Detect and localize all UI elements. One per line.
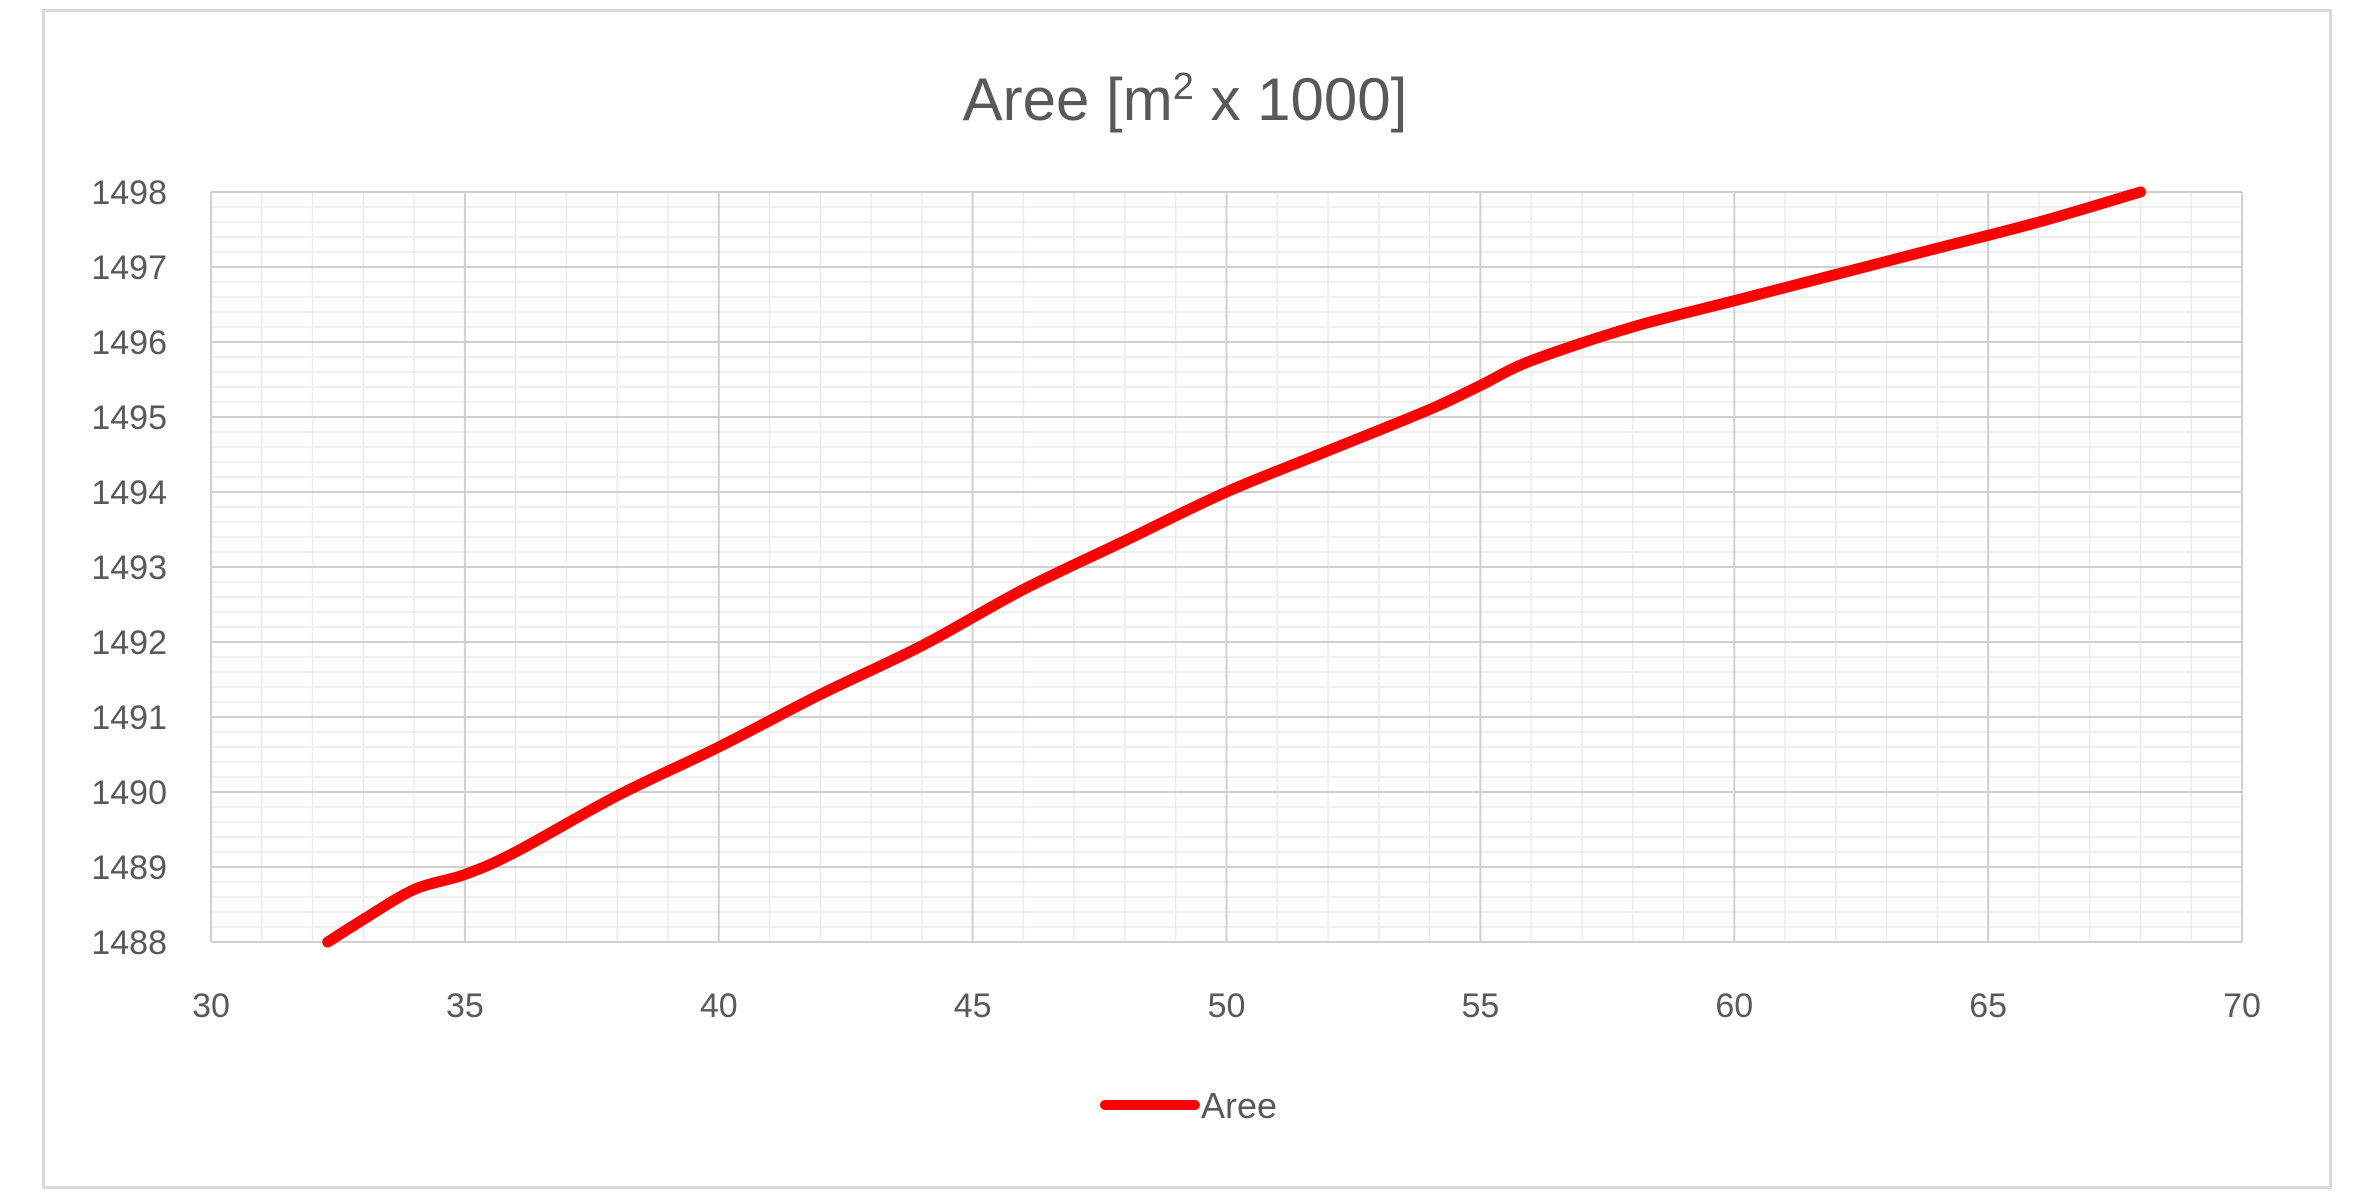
chart-title: Aree [m2 x 1000]	[963, 66, 1408, 133]
x-tick-label: 40	[700, 987, 738, 1025]
y-tick-label: 1497	[91, 249, 167, 287]
x-tick-label: 60	[1715, 987, 1753, 1025]
chart-svg: Aree [m2 x 1000] 30 35 40 45 50 55 60 65 70 1488…	[91, 66, 2261, 1126]
y-axis-tick-labels: 1488 1489 1490 1491 1492 1493 1494 1495 1496 1497…	[91, 174, 167, 962]
x-tick-label: 70	[2223, 987, 2261, 1025]
y-tick-label: 1495	[91, 399, 167, 437]
y-tick-label: 1496	[91, 324, 167, 362]
y-tick-label: 1489	[91, 849, 167, 887]
y-tick-label: 1492	[91, 624, 167, 662]
x-tick-label: 45	[954, 987, 992, 1025]
y-tick-label: 1498	[91, 174, 167, 212]
y-tick-label: 1494	[91, 474, 167, 512]
chart-title-base: Aree [m	[963, 66, 1173, 133]
x-axis-tick-labels: 30 35 40 45 50 55 60 65 70	[192, 987, 2261, 1025]
y-tick-label: 1491	[91, 699, 167, 737]
y-tick-label: 1490	[91, 774, 167, 812]
y-tick-label: 1488	[91, 924, 167, 962]
x-tick-label: 55	[1461, 987, 1499, 1025]
chart-container: Aree [m2 x 1000] 30 35 40 45 50 55 60 65 70 1488…	[42, 9, 2332, 1189]
legend: Aree	[1100, 1085, 1277, 1126]
x-tick-label: 35	[446, 987, 484, 1025]
x-tick-label: 65	[1969, 987, 2007, 1025]
x-tick-label: 30	[192, 987, 230, 1025]
x-tick-label: 50	[1208, 987, 1246, 1025]
chart-title-rest: x 1000]	[1194, 66, 1408, 133]
series-layer	[322, 186, 2146, 948]
legend-entry-label: Aree	[1201, 1085, 1277, 1126]
y-tick-label: 1493	[91, 549, 167, 587]
chart-title-sup: 2	[1173, 66, 1194, 108]
series-line-aree	[322, 186, 2146, 948]
